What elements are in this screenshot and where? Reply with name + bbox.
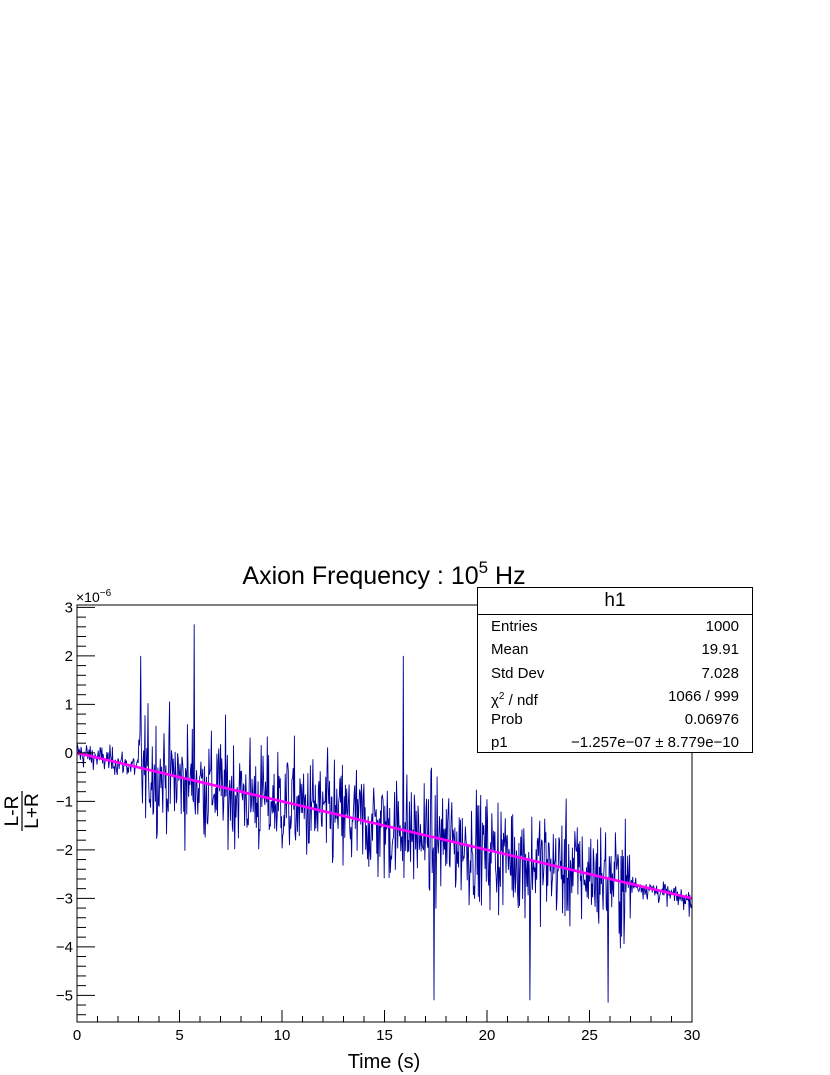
chart-title: Axion Frequency : 105 Hz <box>242 558 525 590</box>
data-series-line <box>76 624 693 1003</box>
stats-value: 19.91 <box>701 641 739 659</box>
y-axis-label-numerator: L-R <box>2 796 23 827</box>
stats-row-std-dev: Std Dev 7.028 <box>478 662 752 685</box>
stats-key: p1 <box>491 734 508 752</box>
x-tick-label: 30 <box>684 1027 701 1044</box>
stats-value: 0.06976 <box>684 711 739 729</box>
y-tick-label: −5 <box>56 987 73 1004</box>
y-tick-label: 3 <box>65 599 73 616</box>
stats-row-prob: Prob 0.06976 <box>478 708 752 731</box>
y-axis-label-denominator: L+R <box>22 793 43 828</box>
stats-row-mean: Mean 19.91 <box>478 638 752 661</box>
x-tick-label: 10 <box>274 1027 291 1044</box>
fit-line <box>76 751 693 900</box>
y-tick-label: 1 <box>65 696 73 713</box>
stats-key: Mean <box>491 641 529 659</box>
y-tick-label: 0 <box>65 745 73 762</box>
data-series-layer <box>76 624 693 1003</box>
stats-row-entries: Entries 1000 <box>478 615 752 638</box>
chart-title-superscript: 5 <box>479 558 488 577</box>
stats-value: 1000 <box>705 618 739 635</box>
stats-key: Std Dev <box>491 664 545 682</box>
y-tick-label: −4 <box>56 939 73 956</box>
stats-value: −1.257e−07 ± 8.779e−10 <box>571 734 739 752</box>
stats-value: 1066 / 999 <box>668 687 739 705</box>
stats-value: 7.028 <box>701 664 739 682</box>
y-tick-label: 2 <box>65 648 73 665</box>
x-axis-label: Time (s) <box>348 1051 421 1073</box>
y-tick-label: −2 <box>56 842 73 859</box>
stats-row-chi2: χ2 / ndf 1066 / 999 <box>478 685 752 709</box>
x-tick-label: 25 <box>581 1027 598 1044</box>
stats-row-p1: p1 −1.257e−07 ± 8.779e−10 <box>478 731 752 754</box>
y-axis-label: L-R L+R <box>2 791 43 831</box>
x-tick-label: 15 <box>376 1027 393 1044</box>
stats-key: Prob <box>491 711 523 729</box>
y-exponent-base: ×10 <box>76 589 100 605</box>
stats-box-title: h1 <box>478 588 752 615</box>
y-exponent-power: −6 <box>100 588 112 599</box>
y-tick-label: −1 <box>56 793 73 810</box>
chart-title-unit: Hz <box>488 562 526 590</box>
stats-box: h1 Entries 1000 Mean 19.91 Std Dev 7.028… <box>477 587 753 753</box>
fit-line-layer <box>76 751 693 900</box>
x-tick-label: 20 <box>479 1027 496 1044</box>
chart-title-main: Axion Frequency : 10 <box>242 562 478 590</box>
y-tick-label: −3 <box>56 890 73 907</box>
x-tick-label: 5 <box>175 1027 183 1044</box>
y-exponent-label: ×10−6 <box>76 588 112 605</box>
x-tick-label: 0 <box>73 1027 81 1044</box>
stats-key-chi2: χ2 / ndf <box>491 690 538 709</box>
stats-key: Entries <box>491 618 538 635</box>
